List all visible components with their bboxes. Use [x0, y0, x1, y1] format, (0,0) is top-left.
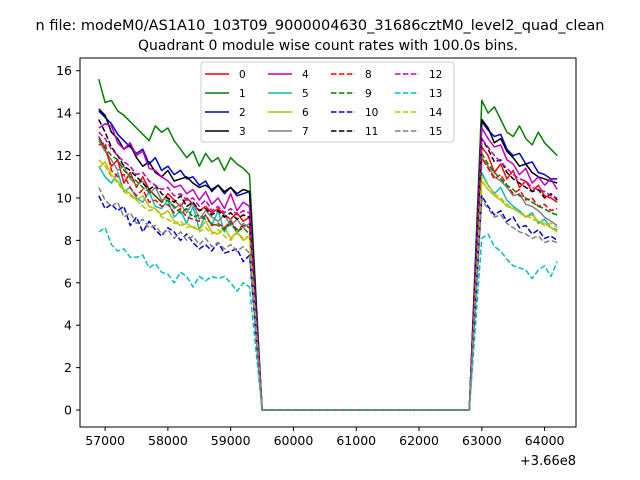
y-tick-label: 2 [64, 360, 72, 375]
legend-label-4: 4 [302, 69, 309, 81]
x-tick-label: 62000 [399, 433, 439, 448]
legend-label-0: 0 [239, 69, 246, 81]
legend-label-3: 3 [239, 126, 246, 138]
legend-label-2: 2 [239, 107, 246, 119]
legend-label-11: 11 [365, 126, 378, 138]
series-line-5 [98, 165, 558, 411]
series-line-0 [98, 136, 558, 411]
series-line-11 [98, 119, 558, 411]
series-line-12 [98, 131, 558, 411]
plot-frame [79, 57, 577, 428]
x-tick-label: 59000 [211, 433, 251, 448]
legend-label-5: 5 [302, 88, 309, 100]
legend-label-9: 9 [365, 88, 372, 100]
y-tick-label: 8 [64, 233, 72, 248]
x-offset-label: +3.66e8 [520, 454, 576, 469]
legend-label-1: 1 [239, 88, 246, 100]
x-tick-label: 64000 [525, 433, 565, 448]
series-line-7 [98, 140, 558, 411]
y-tick-label: 16 [56, 63, 72, 78]
y-tick-label: 0 [64, 403, 72, 418]
plot-lines [98, 79, 558, 411]
y-tick-label: 10 [56, 190, 72, 205]
y-tick-label: 12 [56, 148, 72, 163]
x-tick-label: 57000 [85, 433, 125, 448]
legend-label-14: 14 [429, 107, 443, 119]
x-tick-label: 60000 [274, 433, 314, 448]
legend-label-12: 12 [429, 69, 442, 81]
legend-label-15: 15 [429, 126, 442, 138]
series-line-4 [98, 122, 558, 411]
x-tick-label: 63000 [462, 433, 502, 448]
suptitle: n file: modeM0/AS1A10_103T09_9000004630_… [36, 18, 605, 34]
legend-label-13: 13 [429, 88, 442, 100]
chart-title: Quadrant 0 module wise count rates with … [138, 38, 518, 54]
series-line-13 [98, 226, 558, 411]
legend-label-8: 8 [365, 69, 372, 81]
legend-label-6: 6 [302, 107, 309, 119]
x-tick-label: 58000 [148, 433, 188, 448]
x-tick-label: 61000 [336, 433, 376, 448]
y-axis: 0 2 4 6 8 10 12 14 16 [56, 63, 80, 418]
y-tick-label: 4 [64, 318, 72, 333]
legend-label-10: 10 [365, 107, 378, 119]
y-tick-label: 6 [64, 275, 72, 290]
series-line-10 [98, 195, 558, 411]
y-tick-label: 14 [56, 106, 72, 121]
x-axis: 57000 58000 59000 60000 61000 62000 63000 64000 [85, 427, 565, 448]
legend-label-7: 7 [302, 126, 309, 138]
series-line-14 [98, 159, 558, 411]
legend-frame [200, 61, 455, 143]
series-line-3 [98, 108, 558, 411]
series-line-1 [98, 79, 558, 411]
